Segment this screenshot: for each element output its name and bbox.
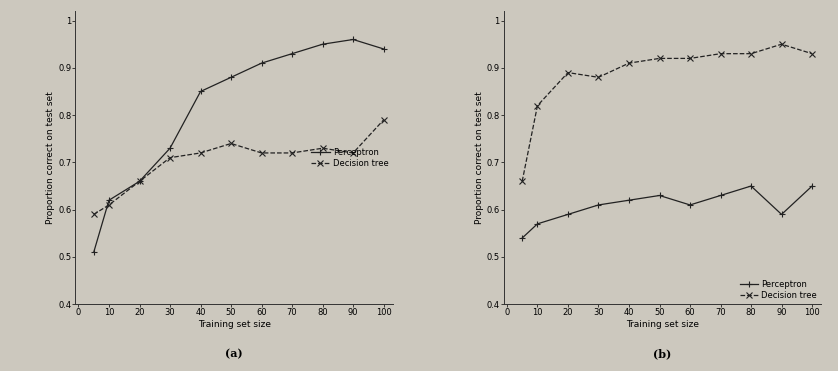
Perceptron — [807, 184, 817, 188]
Decision tree — [624, 61, 634, 65]
Perceptron — [685, 203, 695, 207]
Decision tree — [89, 212, 99, 217]
Perceptron — [532, 221, 542, 226]
Decision tree — [256, 151, 266, 155]
Decision tree — [195, 151, 205, 155]
Perceptron — [195, 89, 205, 94]
Text: (b): (b) — [654, 348, 672, 359]
Perceptron — [593, 203, 603, 207]
Perceptron — [89, 250, 99, 255]
Decision tree — [134, 179, 144, 184]
Decision tree — [593, 75, 603, 79]
Decision tree — [348, 151, 358, 155]
Perceptron — [104, 198, 114, 203]
Decision tree — [104, 203, 114, 207]
Perceptron — [563, 212, 573, 217]
X-axis label: Training set size: Training set size — [626, 320, 699, 329]
Decision tree — [777, 42, 787, 46]
Decision tree — [685, 56, 695, 60]
Line: Perceptron: Perceptron — [91, 37, 386, 255]
Perceptron — [517, 236, 527, 240]
Legend: Perceptron, Decision tree: Perceptron, Decision tree — [740, 280, 817, 300]
Decision tree — [716, 52, 726, 56]
Line: Decision tree: Decision tree — [91, 117, 386, 217]
Line: Decision tree: Decision tree — [520, 42, 815, 184]
Decision tree — [318, 146, 328, 151]
Y-axis label: Proportion correct on test set: Proportion correct on test set — [474, 91, 484, 224]
Decision tree — [563, 70, 573, 75]
Decision tree — [654, 56, 665, 60]
Perceptron — [256, 61, 266, 65]
Perceptron — [716, 193, 726, 198]
Decision tree — [517, 179, 527, 184]
Perceptron — [226, 75, 236, 79]
Perceptron — [379, 47, 389, 51]
Perceptron — [134, 179, 144, 184]
Decision tree — [807, 52, 817, 56]
Perceptron — [318, 42, 328, 46]
Text: (a): (a) — [225, 348, 243, 359]
Line: Perceptron: Perceptron — [520, 183, 815, 241]
Perceptron — [624, 198, 634, 203]
Perceptron — [348, 37, 358, 42]
X-axis label: Training set size: Training set size — [198, 320, 271, 329]
Legend: Perceptron, Decision tree: Perceptron, Decision tree — [311, 148, 389, 168]
Y-axis label: Proportion correct on test set: Proportion correct on test set — [46, 91, 55, 224]
Perceptron — [287, 52, 297, 56]
Perceptron — [165, 146, 175, 151]
Decision tree — [165, 155, 175, 160]
Perceptron — [777, 212, 787, 217]
Perceptron — [746, 184, 756, 188]
Decision tree — [287, 151, 297, 155]
Decision tree — [532, 104, 542, 108]
Perceptron — [654, 193, 665, 198]
Decision tree — [746, 52, 756, 56]
Decision tree — [226, 141, 236, 146]
Decision tree — [379, 118, 389, 122]
